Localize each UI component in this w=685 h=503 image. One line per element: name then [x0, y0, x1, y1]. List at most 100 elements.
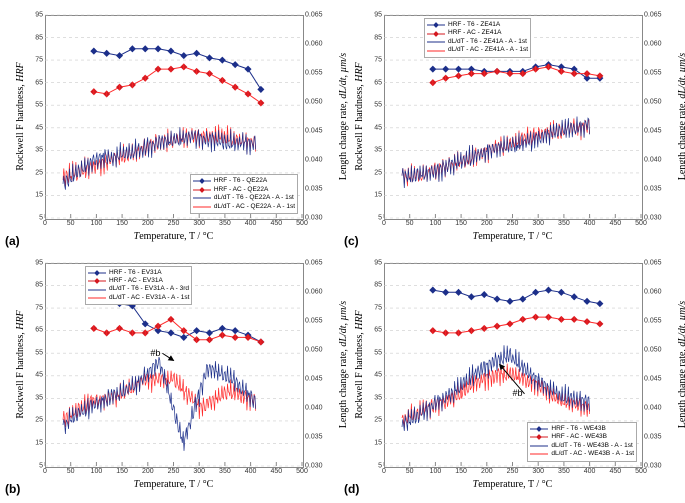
x-tick: 250 — [507, 468, 519, 475]
y-left-tick: 75 — [25, 57, 43, 64]
legend-text: dL/dT - AC - QE22A - A - 1st — [214, 203, 295, 211]
y-right-tick: 0.040 — [644, 404, 662, 411]
legend-text: HRF - T6 - EV31A — [109, 269, 162, 277]
y-right-tick: 0.065 — [305, 259, 323, 266]
x-tick: 150 — [116, 468, 128, 475]
x-tick: 0 — [43, 468, 47, 475]
legend: HRF - T6 - QE22AHRF - AC - QE22AdL/dT - … — [190, 174, 298, 214]
y-left-tick: 55 — [364, 102, 382, 109]
y-left-tick: 75 — [364, 57, 382, 64]
y-right-tick: 0.055 — [644, 317, 662, 324]
legend-text: dL/dT - T6 - ZE41A - A - 1st — [448, 38, 527, 46]
x-tick: 200 — [481, 468, 493, 475]
legend: HRF - T6 - EV31AHRF - AC - EV31AdL/dT - … — [85, 266, 192, 306]
x-tick: 250 — [168, 468, 180, 475]
y-left-tick: 35 — [25, 394, 43, 401]
legend-item: HRF - AC - WE43B — [530, 433, 634, 441]
y-left-tick: 55 — [25, 349, 43, 356]
x-axis-label: Temperature, T / °C — [45, 479, 302, 490]
legend-text: dL/dT - AC - WE43B - A - 1st — [551, 450, 634, 458]
y-left-tick: 35 — [25, 147, 43, 154]
x-tick: 300 — [193, 220, 205, 227]
legend-item: HRF - AC - QE22A — [193, 186, 295, 194]
x-tick: 400 — [245, 468, 257, 475]
y-right-tick: 0.055 — [305, 70, 323, 77]
legend-item: dL/dT - AC - WE43B - A - 1st — [530, 450, 634, 458]
y-right-tick: 0.065 — [644, 259, 662, 266]
y-left-tick: 25 — [364, 169, 382, 176]
panel-b: #b05010015020025030035040045050051525354… — [5, 253, 342, 498]
x-tick: 400 — [584, 220, 596, 227]
panel-d: #b05010015020025030035040045050051525354… — [344, 253, 681, 498]
y-left-tick: 45 — [25, 372, 43, 379]
y-right-tick: 0.035 — [644, 433, 662, 440]
y-left-tick: 85 — [25, 34, 43, 41]
y-right-tick: 0.035 — [305, 433, 323, 440]
y-left-tick: 65 — [364, 327, 382, 334]
y-right-tick: 0.060 — [305, 288, 323, 295]
y-left-tick: 5 — [364, 462, 382, 469]
y-left-tick: 85 — [364, 282, 382, 289]
y-left-tick: 45 — [25, 124, 43, 131]
legend-item: dL/dT - T6 - QE22A - A - 1st — [193, 194, 295, 202]
panel-label: (a) — [5, 234, 20, 248]
y-left-tick: 15 — [364, 439, 382, 446]
y-left-tick: 5 — [25, 462, 43, 469]
legend-item: dL/dT - T6 - ZE41A - A - 1st — [427, 38, 528, 46]
y-left-tick: 25 — [25, 169, 43, 176]
y-left-tick: 5 — [364, 215, 382, 222]
y-right-label: Length change rate, dL/dt, µm/s — [677, 263, 685, 466]
dldt-series — [402, 117, 590, 189]
x-tick: 200 — [481, 220, 493, 227]
y-right-tick: 0.040 — [644, 157, 662, 164]
x-tick: 300 — [193, 468, 205, 475]
panel-a: 0501001502002503003504004505005152535455… — [5, 5, 342, 250]
panel-label: (d) — [344, 482, 359, 496]
x-tick: 350 — [558, 220, 570, 227]
legend-text: HRF - T6 - QE22A — [214, 177, 267, 185]
y-left-tick: 95 — [364, 12, 382, 19]
x-tick: 350 — [558, 468, 570, 475]
y-left-tick: 95 — [364, 259, 382, 266]
y-left-tick: 85 — [25, 282, 43, 289]
x-tick: 150 — [116, 220, 128, 227]
y-right-tick: 0.035 — [644, 186, 662, 193]
y-left-tick: 25 — [364, 417, 382, 424]
y-right-tick: 0.060 — [305, 41, 323, 48]
legend-item: dL/dT - AC - ZE41A - A - 1st — [427, 46, 528, 54]
y-left-tick: 55 — [25, 102, 43, 109]
x-tick: 250 — [507, 220, 519, 227]
y-left-tick: 15 — [25, 192, 43, 199]
y-right-tick: 0.045 — [644, 375, 662, 382]
legend-item: HRF - T6 - ZE41A — [427, 21, 528, 29]
y-right-tick: 0.050 — [305, 99, 323, 106]
x-axis-label: Temperature, T / °C — [45, 231, 302, 242]
x-tick: 0 — [382, 468, 386, 475]
y-left-tick: 65 — [25, 79, 43, 86]
y-left-tick: 45 — [364, 124, 382, 131]
panel-label: (c) — [344, 234, 359, 248]
legend-text: HRF - AC - WE43B — [551, 433, 607, 441]
panel-c: 0501001502002503003504004505005152535455… — [344, 5, 681, 250]
legend-text: HRF - AC - QE22A — [214, 186, 269, 194]
y-left-tick: 65 — [364, 79, 382, 86]
y-right-tick: 0.065 — [305, 12, 323, 19]
legend-item: HRF - T6 - QE22A — [193, 177, 295, 185]
legend-text: HRF - T6 - ZE41A — [448, 21, 500, 29]
y-right-tick: 0.035 — [305, 186, 323, 193]
legend-text: HRF - AC - ZE41A — [448, 29, 501, 37]
legend-text: dL/dT - AC - ZE41A - A - 1st — [448, 46, 528, 54]
x-tick: 0 — [382, 220, 386, 227]
x-tick: 350 — [219, 220, 231, 227]
legend-text: dL/dT - T6 - EV31A - A - 3rd — [109, 285, 189, 293]
y-left-tick: 35 — [364, 147, 382, 154]
x-tick: 450 — [270, 220, 282, 227]
legend-text: dL/dT - T6 - WE43B - A - 1st — [551, 442, 632, 450]
x-tick: 200 — [142, 468, 154, 475]
y-right-tick: 0.050 — [305, 346, 323, 353]
y-right-tick: 0.030 — [305, 462, 323, 469]
legend: HRF - T6 - ZE41AHRF - AC - ZE41AdL/dT - … — [424, 18, 531, 58]
x-tick: 400 — [584, 468, 596, 475]
x-axis-label: Temperature, T / °C — [384, 231, 641, 242]
legend-item: dL/dT - T6 - EV31A - A - 3rd — [88, 285, 189, 293]
